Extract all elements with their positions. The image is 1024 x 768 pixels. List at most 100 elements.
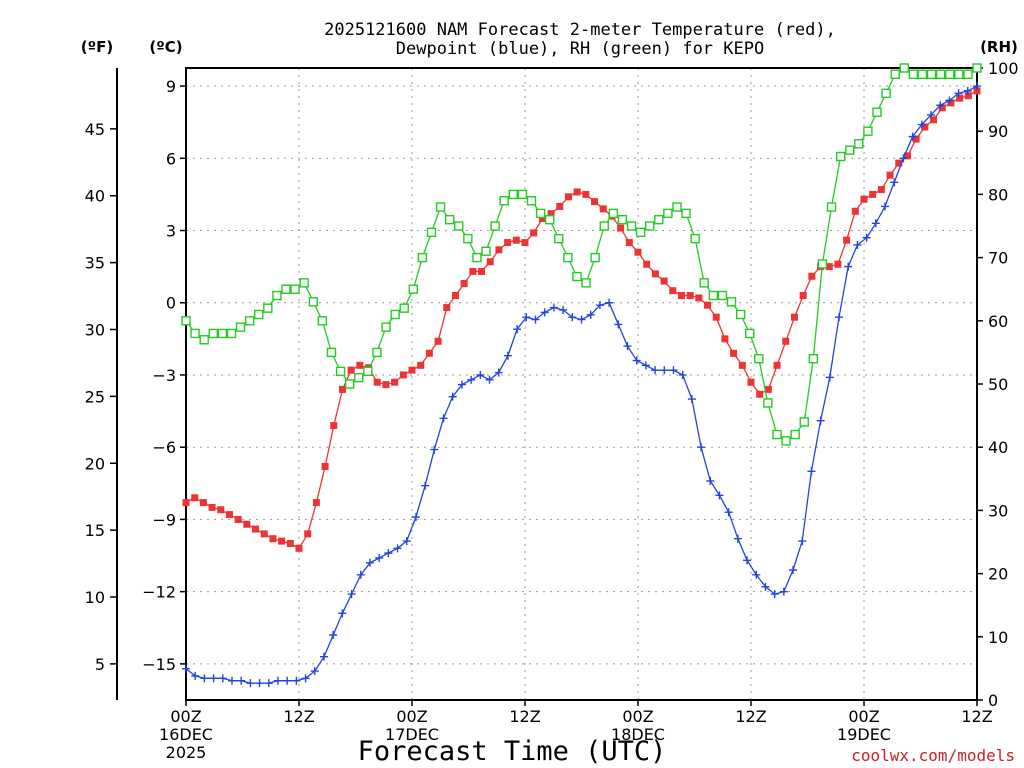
data-point: [218, 674, 227, 683]
data-point: [481, 246, 491, 256]
data-point: [743, 556, 752, 565]
data-point: [834, 260, 842, 268]
data-point: [890, 69, 900, 80]
data-point: [467, 375, 476, 384]
data-point: [886, 171, 894, 179]
data-point: [182, 499, 190, 507]
data-point: [808, 272, 816, 280]
fahrenheit-tick-label: 10: [85, 588, 105, 607]
data-point: [476, 370, 485, 379]
data-point: [573, 188, 581, 196]
data-point: [486, 258, 494, 266]
data-point: [217, 506, 225, 514]
data-point: [945, 69, 955, 80]
data-point: [687, 395, 696, 404]
data-point: [963, 86, 972, 95]
data-point: [681, 208, 691, 219]
time-tick-label: 00Z: [170, 707, 201, 726]
time-tick-label: 18DEC: [611, 725, 665, 744]
data-point: [917, 120, 926, 129]
data-point: [917, 69, 928, 80]
plot-border: [185, 67, 978, 701]
data-point: [556, 202, 564, 210]
data-point: [347, 366, 355, 374]
data-point: [807, 467, 816, 476]
data-point: [356, 570, 365, 579]
time-tick-label: 12Z: [735, 707, 766, 726]
data-point: [563, 252, 573, 263]
data-point: [860, 195, 868, 203]
data-point: [881, 202, 890, 211]
data-point: [704, 301, 712, 309]
data-point: [244, 316, 255, 326]
data-point: [782, 337, 790, 345]
data-point: [301, 674, 310, 683]
data-point: [365, 558, 374, 567]
data-point: [651, 270, 659, 278]
data-point: [344, 379, 355, 389]
data-point: [382, 381, 390, 389]
data-point: [708, 290, 719, 301]
data-point: [310, 667, 319, 676]
data-point: [899, 63, 909, 73]
data-point: [330, 422, 338, 430]
data-point: [290, 284, 300, 294]
data-point: [417, 252, 428, 263]
series-2-meter-temperature: [182, 87, 981, 552]
data-point: [926, 69, 937, 80]
data-point: [457, 380, 466, 389]
data-point: [738, 361, 746, 369]
rh-tick-label: 40: [988, 438, 1008, 457]
data-point: [972, 63, 982, 73]
data-point: [272, 290, 282, 301]
data-point: [472, 252, 482, 263]
data-point: [695, 294, 703, 302]
data-point: [772, 429, 782, 440]
rh-tick-label: 10: [988, 628, 1008, 647]
data-point: [269, 535, 277, 543]
data-point: [871, 219, 880, 228]
data-point: [209, 674, 218, 683]
data-point: [635, 227, 646, 238]
data-point: [454, 221, 464, 231]
data-point: [826, 202, 837, 212]
data-point: [644, 221, 655, 231]
data-point: [735, 309, 746, 320]
data-point: [686, 292, 694, 300]
data-point: [872, 107, 882, 117]
data-point: [747, 378, 755, 386]
data-point: [964, 92, 972, 100]
data-point: [217, 328, 228, 339]
data-point: [260, 530, 268, 538]
data-point: [927, 110, 936, 119]
data-point: [434, 337, 442, 345]
fahrenheit-tick-label: 35: [85, 254, 105, 273]
data-point: [754, 354, 764, 364]
data-point: [564, 193, 572, 201]
rh-tick-label: 50: [988, 375, 1008, 394]
data-point: [200, 674, 209, 683]
grid-layer: [186, 68, 977, 700]
data-point: [191, 494, 199, 502]
celsius-tick-label: 9: [166, 77, 176, 96]
data-point: [808, 354, 819, 364]
data-point: [677, 292, 685, 300]
celsius-unit-label: (ºC): [149, 38, 182, 56]
data-point: [706, 476, 715, 485]
data-point: [363, 366, 373, 377]
data-point: [384, 549, 393, 558]
data-point: [854, 139, 864, 149]
data-point: [724, 508, 733, 517]
series-rh: [181, 63, 982, 446]
data-point: [199, 499, 207, 507]
data-point: [781, 436, 791, 446]
data-point: [393, 544, 402, 553]
data-point: [513, 325, 522, 334]
fahrenheit-axis: 45 40 35 30 25 20 15 10 5: [85, 120, 117, 674]
data-point: [208, 503, 216, 511]
data-point: [936, 101, 945, 110]
data-point: [235, 322, 246, 332]
time-tick-label: 00Z: [396, 707, 427, 726]
data-point: [699, 278, 709, 288]
time-tick-label: 16DEC: [159, 725, 213, 744]
